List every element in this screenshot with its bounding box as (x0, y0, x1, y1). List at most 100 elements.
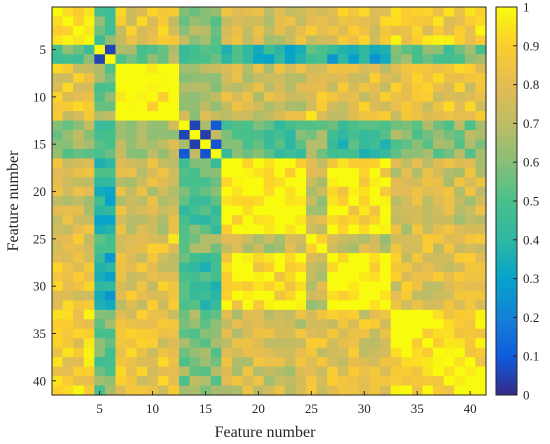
heatmap-cell (157, 35, 170, 46)
heatmap-cell (231, 7, 244, 18)
heatmap-cell (306, 357, 318, 368)
heatmap-cell (454, 271, 466, 283)
heatmap-cell (189, 319, 201, 330)
heatmap-cell (73, 253, 85, 264)
heatmap-cell (454, 300, 466, 311)
heatmap-cell (327, 73, 339, 84)
heatmap-cell (73, 16, 85, 27)
heatmap-cell (422, 148, 434, 160)
heatmap-cell (411, 347, 424, 358)
heatmap-cell (337, 385, 349, 396)
heatmap-cell (94, 262, 106, 273)
heatmap-cell (348, 234, 360, 245)
heatmap-cell (390, 243, 402, 254)
heatmap-cell (94, 300, 106, 311)
heatmap-cell (189, 54, 201, 65)
heatmap-cell (62, 82, 74, 93)
heatmap-cell (210, 338, 222, 349)
heatmap-cell (411, 205, 424, 216)
heatmap-cell (274, 16, 286, 27)
heatmap-cell (337, 253, 349, 264)
heatmap-cell (52, 54, 64, 65)
heatmap-cell (94, 130, 106, 141)
heatmap-cell (348, 7, 360, 18)
heatmap-cell (94, 82, 106, 93)
heatmap-cell (380, 271, 392, 283)
heatmap-cell (231, 63, 244, 74)
heatmap-cell (327, 328, 339, 339)
heatmap-cell (433, 16, 445, 27)
heatmap-cell (274, 139, 286, 150)
heatmap-cell (380, 366, 392, 377)
heatmap-cell (168, 186, 180, 197)
heatmap-cell (464, 300, 477, 311)
heatmap-cell (348, 158, 360, 169)
heatmap-cell (73, 357, 85, 368)
heatmap-cell (157, 73, 170, 84)
heatmap-cell (454, 338, 466, 349)
heatmap-cell (327, 253, 339, 264)
heatmap-cell (210, 366, 222, 377)
heatmap-cell (73, 338, 85, 349)
heatmap-cell (115, 167, 127, 178)
heatmap-cell (327, 300, 339, 311)
heatmap-cell (401, 224, 413, 235)
heatmap-cell (157, 196, 170, 207)
heatmap-cell (168, 63, 180, 74)
heatmap-cell (126, 366, 138, 377)
heatmap-cell (147, 167, 159, 178)
heatmap-cell (358, 309, 371, 320)
heatmap-cell (401, 196, 413, 207)
heatmap-cell (189, 167, 201, 178)
heatmap-cell (337, 338, 349, 349)
heatmap-cell (126, 319, 138, 330)
heatmap-cell (284, 271, 297, 283)
heatmap-cell (454, 101, 466, 112)
heatmap-cell (157, 243, 170, 254)
heatmap-cell (306, 366, 318, 377)
heatmap-cell (390, 319, 402, 330)
heatmap-cell (443, 167, 455, 178)
heatmap-cell (179, 319, 191, 330)
heatmap-cell (306, 111, 318, 122)
heatmap-cell (221, 35, 233, 46)
heatmap-cell (327, 120, 339, 131)
heatmap-cell (348, 281, 360, 292)
heatmap-cell (147, 224, 159, 235)
heatmap-cell (189, 338, 201, 349)
heatmap-cell (157, 290, 170, 301)
heatmap-cell (454, 158, 466, 169)
heatmap-cell (316, 366, 328, 377)
heatmap-cell (136, 196, 148, 207)
heatmap-cell (83, 73, 95, 84)
heatmap-cell (242, 338, 254, 349)
heatmap-cell (126, 196, 138, 207)
heatmap-cell (348, 196, 360, 207)
heatmap-cell (380, 54, 392, 65)
heatmap-cell (369, 262, 381, 273)
heatmap-cell (253, 101, 265, 112)
heatmap-cell (83, 196, 95, 207)
heatmap-cell (210, 196, 222, 207)
heatmap-cell (337, 319, 349, 330)
heatmap-cell (443, 300, 455, 311)
heatmap-cell (263, 35, 275, 46)
heatmap-cell (464, 73, 477, 84)
heatmap-cell (464, 16, 477, 27)
heatmap-cell (390, 139, 402, 150)
heatmap-cell (253, 357, 265, 368)
heatmap-cell (253, 167, 265, 178)
heatmap-cell (454, 54, 466, 65)
heatmap-cell (263, 357, 275, 368)
heatmap-cell (475, 300, 487, 311)
heatmap-cell (390, 111, 402, 122)
heatmap-cell (295, 309, 307, 320)
heatmap-cell (200, 167, 212, 178)
heatmap-cell (369, 25, 381, 36)
heatmap-cell (380, 215, 392, 226)
heatmap-cell (253, 290, 265, 301)
heatmap-cell (83, 215, 95, 226)
heatmap-cell (147, 271, 159, 283)
heatmap-cell (443, 92, 455, 103)
